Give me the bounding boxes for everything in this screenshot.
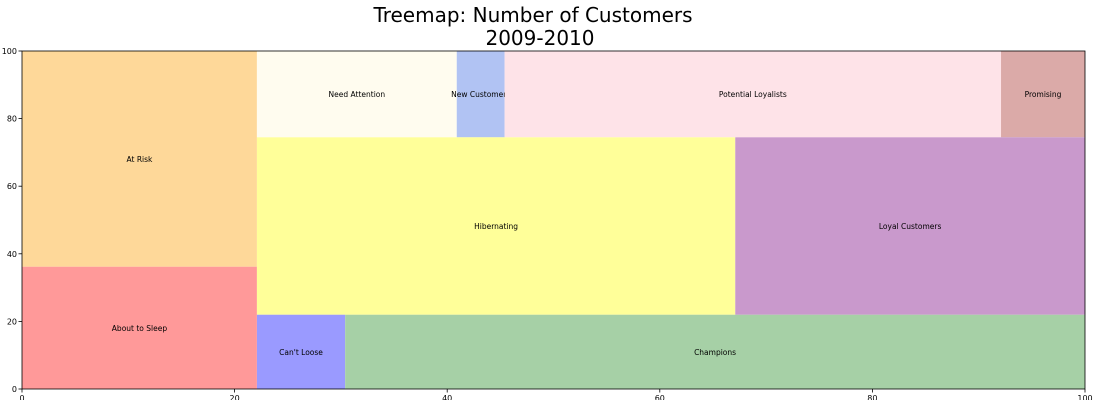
treemap-label-promising: Promising — [1025, 90, 1062, 99]
treemap-cell-can-t-loose — [256, 314, 346, 389]
y-tick-label: 0 — [12, 385, 17, 394]
treemap-cell-new-customers — [456, 51, 505, 138]
treemap-label-potential-loyalists: Potential Loyalists — [719, 90, 787, 99]
treemap-cell-at-risk — [22, 51, 257, 267]
treemap-label-at-risk: At Risk — [127, 155, 154, 164]
treemap-label-need-attention: Need Attention — [329, 90, 386, 99]
x-tick-label: 80 — [867, 394, 877, 400]
y-tick-label: 40 — [7, 250, 17, 259]
treemap-label-new-customers: New Customers — [451, 90, 510, 99]
treemap-cell-need-attention — [256, 51, 457, 138]
treemap-cell-loyal-customers — [735, 137, 1085, 315]
treemap-label-champions: Champions — [694, 348, 736, 357]
y-tick-label: 60 — [7, 182, 17, 191]
x-tick-label: 0 — [19, 394, 24, 400]
treemap-label-about-to-sleep: About to Sleep — [112, 324, 168, 333]
treemap-cells: About to Sleep At Risk Can't Loose Champion… — [22, 51, 1086, 389]
treemap-cell-hibernating — [256, 137, 736, 315]
treemap-cell-promising — [1001, 51, 1085, 138]
treemap-label-can-t-loose: Can't Loose — [279, 348, 323, 357]
treemap-label-loyal-customers: Loyal Customers — [879, 222, 942, 231]
y-tick-label: 80 — [7, 115, 17, 124]
y-tick-label: 20 — [7, 317, 17, 326]
plot-frame — [21, 50, 1086, 390]
chart-title-line1: Treemap: Number of Customers — [372, 3, 692, 27]
treemap-label-hibernating: Hibernating — [474, 222, 518, 231]
x-tick-label: 40 — [442, 394, 452, 400]
x-tick-label: 100 — [1077, 394, 1092, 400]
treemap-cell-about-to-sleep — [22, 266, 257, 389]
treemap-cell-potential-loyalists — [504, 51, 1002, 138]
treemap-cell-champions — [345, 314, 1086, 389]
x-axis: 0 20 40 60 80 100 — [19, 389, 1093, 400]
y-tick-label: 100 — [2, 47, 17, 56]
x-tick-label: 60 — [655, 394, 665, 400]
chart-title-line2: 2009-2010 — [485, 26, 594, 50]
y-axis: 0 20 40 60 80 100 — [2, 47, 22, 394]
x-tick-label: 20 — [230, 394, 240, 400]
